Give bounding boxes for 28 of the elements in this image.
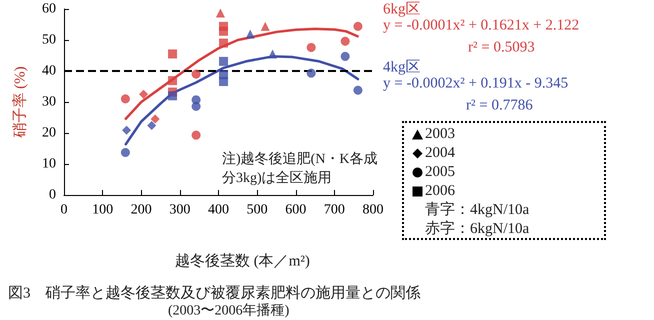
y-tick-label: 30 [42, 94, 56, 110]
x-tick-label: 500 [246, 202, 268, 218]
y-axis-title: 硝子率 (%) [12, 66, 28, 139]
x-tick-label: 400 [208, 202, 229, 218]
text: r² = 0.5093 [468, 40, 535, 56]
x-tick-label: 0 [60, 202, 68, 218]
x-tick-label: 100 [92, 202, 114, 218]
annotation: 注)越冬後追肥(N・K各成分3kg)は全区施用 [222, 151, 378, 186]
text: 4kg区 [383, 60, 420, 76]
x-tick-label: 200 [130, 202, 152, 218]
y-tick-label: 0 [49, 188, 56, 202]
y-tick-label: 10 [42, 156, 56, 172]
dotted-frame: 2003 2004 2005 2006 青字：4kgN/10a 赤字：6kgN/10a [402, 121, 606, 240]
text: 図3 硝子率と越冬後茎数及び被覆尿素肥料の施用量との関係 [8, 284, 420, 302]
x-tick-label: 600 [285, 202, 306, 218]
x-tick-label: 700 [324, 202, 345, 218]
text: y = -0.0002x² + 0.191x - 9.345 [383, 76, 568, 92]
text: r² = 0.7786 [466, 98, 534, 114]
text: 6kg区 [383, 2, 420, 18]
y-tick-label: 60 [42, 2, 56, 16]
y-tick-label: 40 [42, 64, 56, 78]
x-tick-label: 800 [362, 202, 384, 218]
x-axis-title: 越冬後茎数 (本／m²) [175, 252, 310, 270]
text: y = -0.0001x² + 0.1621x + 2.122 [383, 18, 580, 34]
x-tick-label: 300 [169, 202, 190, 218]
text: (2003〜2006年播種) [168, 302, 290, 318]
y-tick-label: 50 [42, 32, 56, 48]
y-tick-label: 20 [42, 126, 56, 140]
